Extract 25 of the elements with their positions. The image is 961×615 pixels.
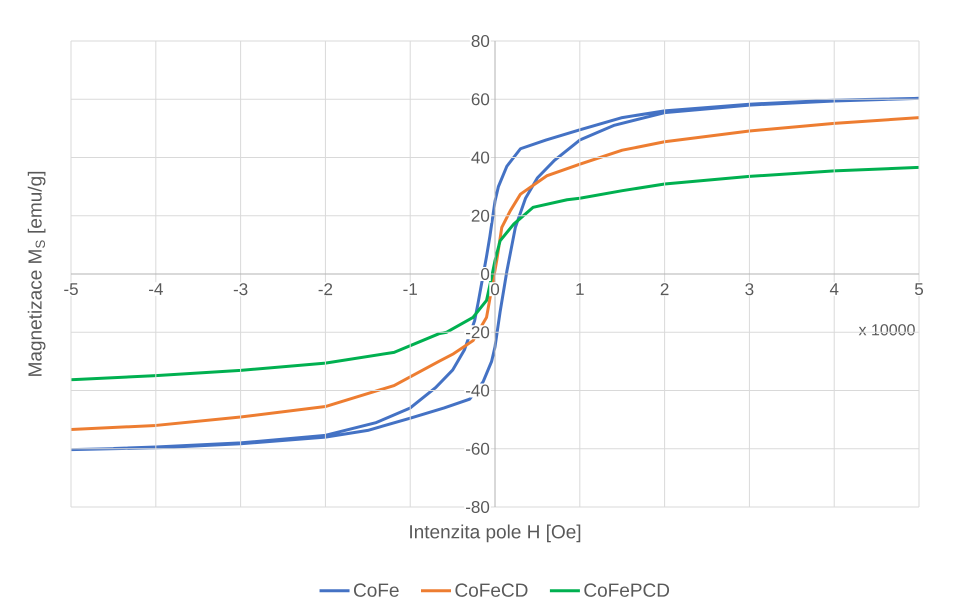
y-tick-label: 60 bbox=[472, 93, 490, 106]
x-tick-label: -1 bbox=[403, 283, 417, 295]
y-axis-title: Magnetizace M$_{S}$ [emu/g] bbox=[28, 172, 46, 376]
y-tick-label: 20 bbox=[472, 210, 490, 222]
y-tick-label: 80 bbox=[472, 34, 490, 48]
x-tick-label: -2 bbox=[318, 283, 332, 296]
x-tick-label: 4 bbox=[830, 283, 838, 295]
x-tick-label: 5 bbox=[914, 283, 924, 296]
y-tick-label: -80 bbox=[466, 500, 490, 514]
y-tick-label: -20 bbox=[466, 326, 490, 338]
x-tick-label: -5 bbox=[64, 283, 78, 296]
legend-label: CoFe bbox=[354, 583, 399, 597]
x-tick-label: 3 bbox=[745, 283, 754, 296]
legend-label: CoFePCD bbox=[584, 583, 670, 597]
x-tick-label: 2 bbox=[660, 283, 668, 296]
y-tick-label: 0 bbox=[481, 268, 490, 280]
x-axis-title: Intenzita pole H [Oe] bbox=[410, 524, 580, 542]
x-tick-label: 1 bbox=[576, 283, 584, 295]
y-tick-label: -60 bbox=[466, 442, 490, 455]
x-tick-label: -4 bbox=[149, 283, 163, 295]
legend-label: CoFeCD bbox=[455, 583, 528, 597]
y-tick-label: -40 bbox=[466, 384, 490, 397]
y-tick-label: 40 bbox=[471, 151, 490, 164]
x-tick-label: -3 bbox=[234, 283, 248, 296]
x-tick-label: 0 bbox=[490, 283, 500, 296]
